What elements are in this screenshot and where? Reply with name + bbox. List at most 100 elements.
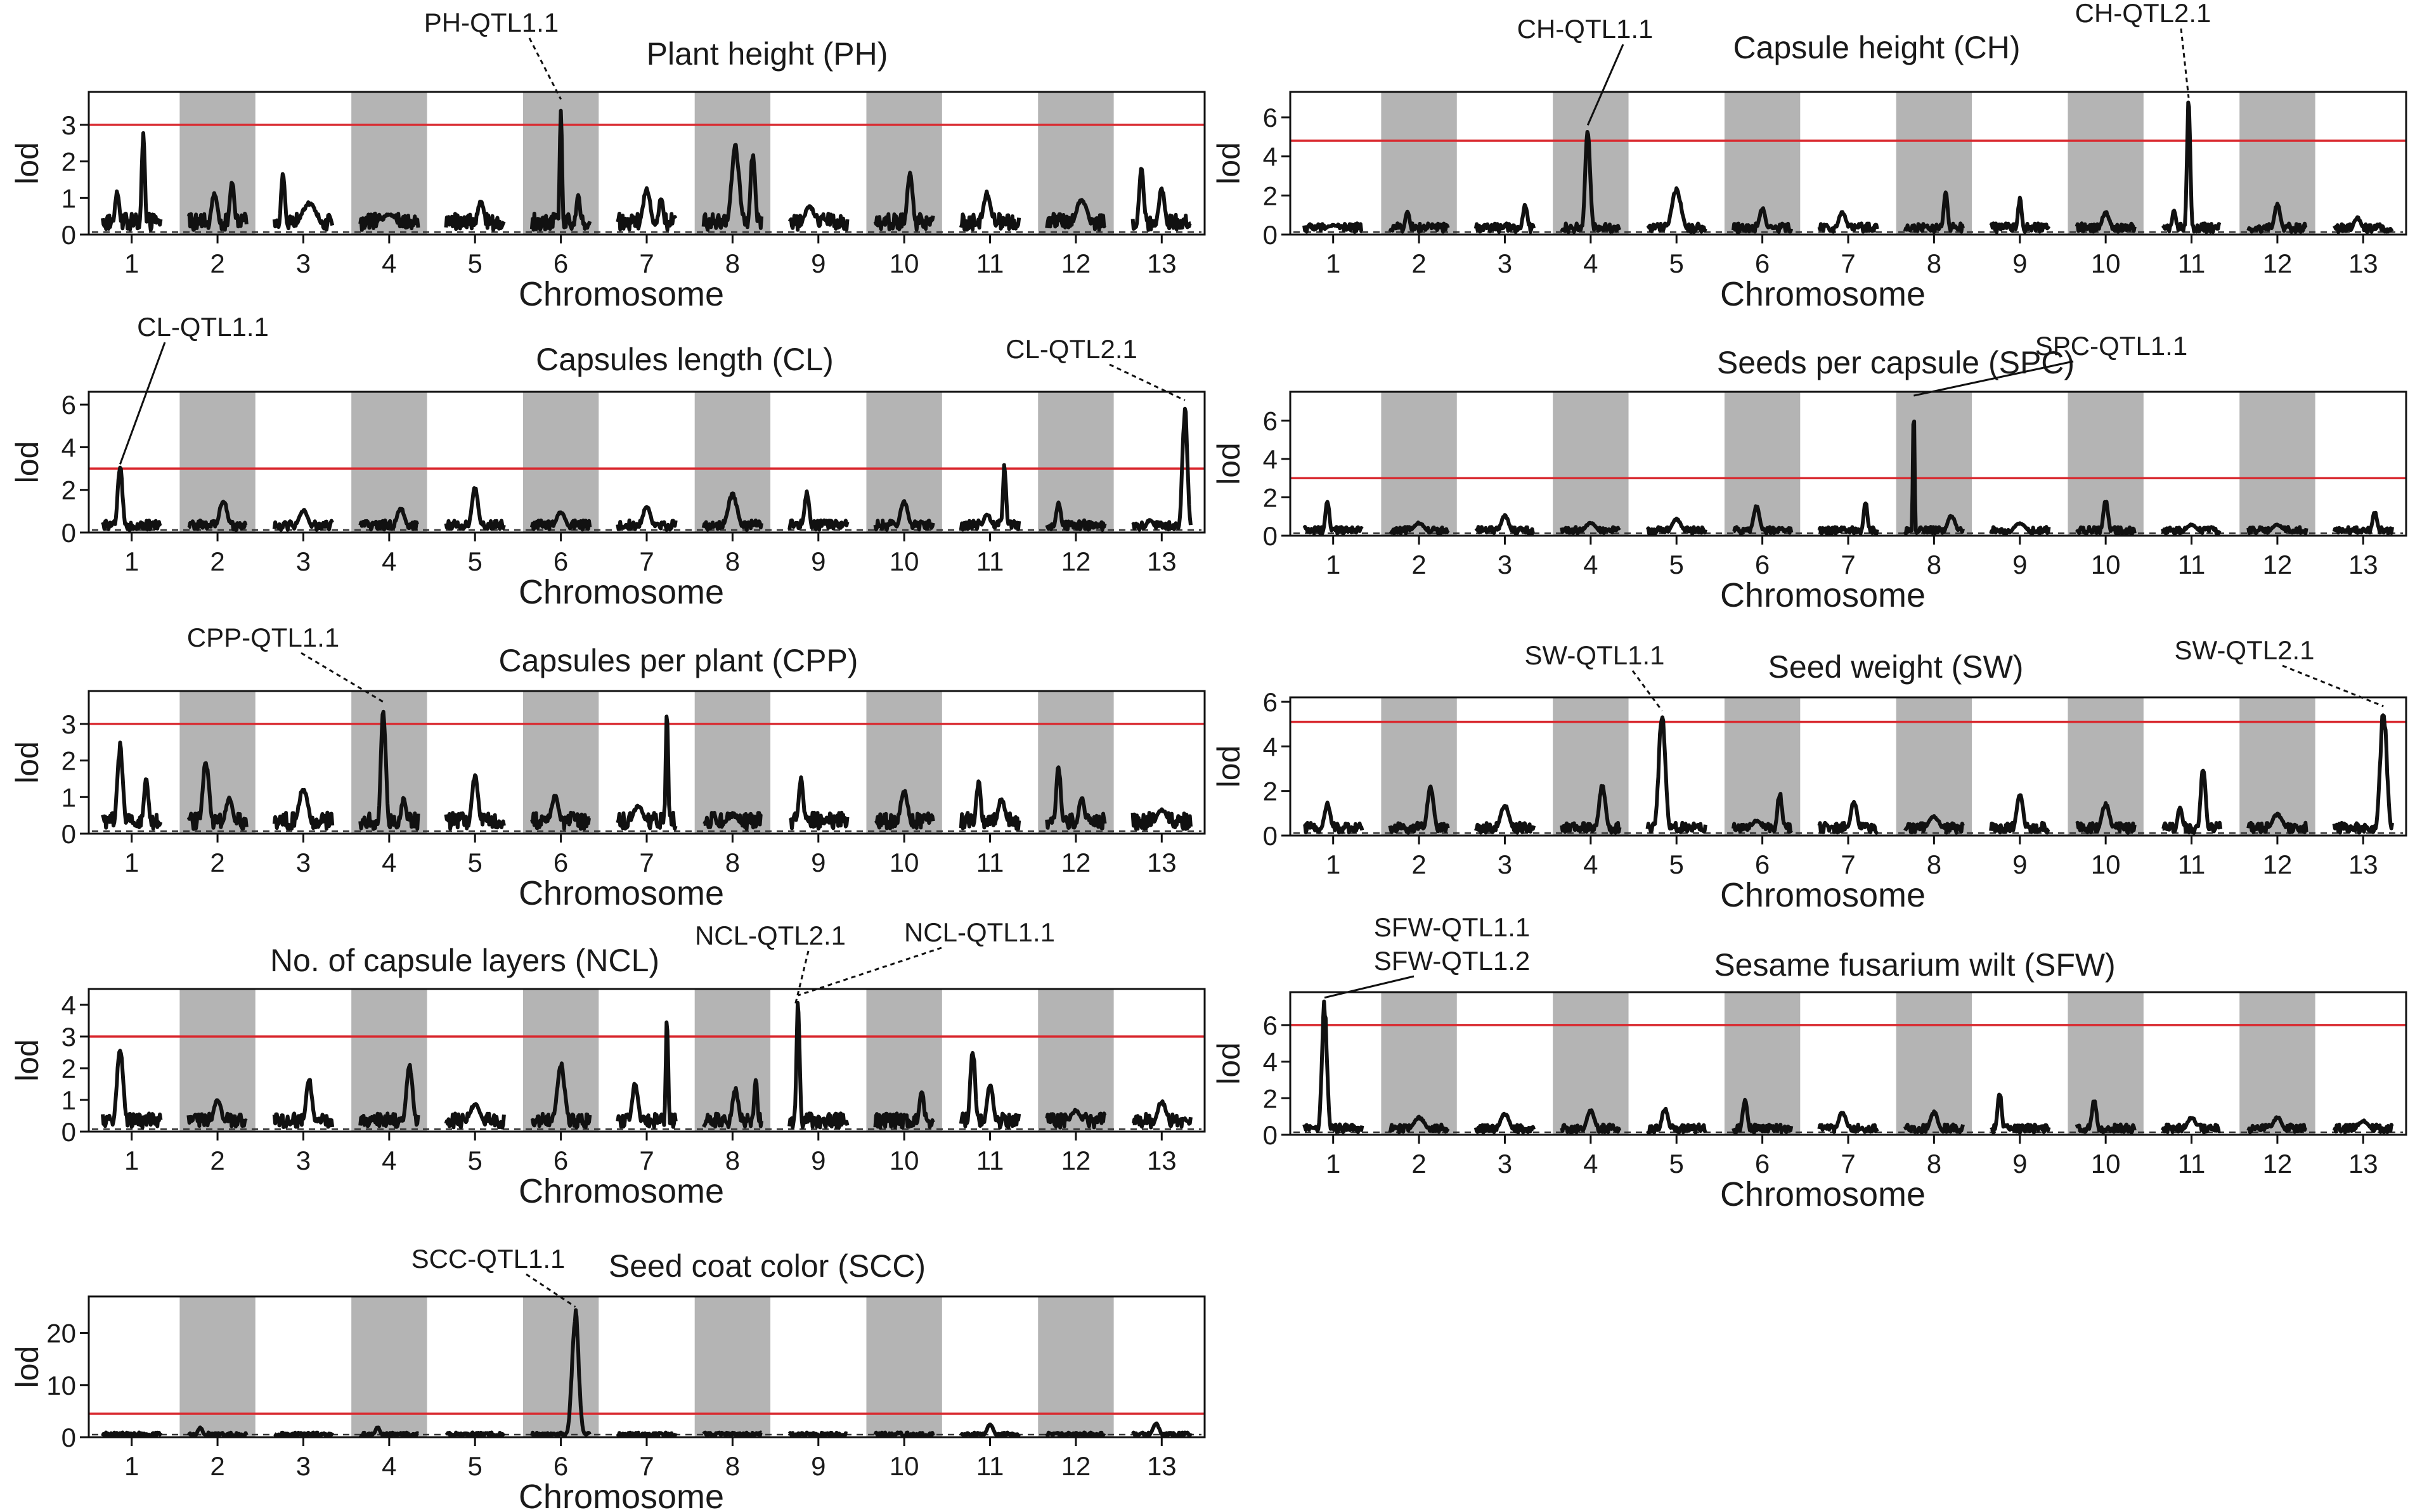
chromosome-band-2: [1381, 392, 1457, 536]
lod-curve-chr-9: [787, 1000, 850, 1130]
qtl-annotation-label: SPC-QTL1.1: [2035, 331, 2187, 361]
x-tick-label: 13: [1147, 1146, 1177, 1175]
lod-curve-chr-1: [101, 131, 163, 232]
chromosome-band-2: [179, 392, 256, 533]
lod-curve-chr-4: [1560, 784, 1622, 835]
qtl-annotation-label: CL-QTL1.1: [137, 312, 269, 342]
lod-curve-chr-8: [701, 491, 764, 532]
qtl-annotation-leader: [2180, 28, 2190, 98]
lod-curve-chr-9: [787, 204, 850, 232]
lod-curve-chr-7: [616, 714, 678, 831]
lod-curve-chr-3: [1474, 513, 1535, 536]
x-tick-label: 6: [1755, 550, 1770, 579]
lod-curve-chr-7: [616, 186, 678, 232]
y-tick-label: 1: [62, 1085, 76, 1115]
x-tick-label: 6: [1755, 249, 1770, 278]
x-tick-label: 1: [124, 546, 139, 576]
lod-curve-chr-13: [1130, 807, 1193, 831]
y-tick-label: 2: [1263, 482, 1278, 512]
lod-curve-chr-13: [2332, 1118, 2394, 1135]
chromosome-band-10: [866, 989, 942, 1132]
chromosome-band-12: [1038, 1296, 1114, 1437]
y-tick-label: 2: [1263, 777, 1278, 806]
x-tick-label: 9: [2012, 850, 2027, 879]
x-tick-label: 10: [890, 546, 919, 576]
x-tick-label: 13: [2348, 550, 2378, 579]
panel-title: Capsules length (CL): [536, 342, 834, 377]
x-tick-label: 8: [1927, 1149, 1941, 1179]
lod-curve-chr-6: [530, 794, 591, 831]
lod-curve-chr-3: [272, 787, 335, 831]
x-tick-label: 3: [296, 249, 311, 278]
lod-curve-chr-10: [2075, 1099, 2137, 1135]
x-tick-label: 11: [2178, 1149, 2206, 1179]
x-tick-label: 10: [890, 1451, 919, 1481]
x-tick-label: 7: [639, 848, 654, 877]
x-tick-label: 6: [554, 249, 568, 278]
qtl-annotation-leader: [119, 342, 166, 465]
x-tick-label: 6: [554, 546, 568, 576]
qtl-annotation-leader: [798, 947, 942, 997]
lod-curve-chr-9: [1989, 195, 2051, 234]
lod-curve-chr-11: [959, 779, 1021, 831]
y-tick-label: 3: [62, 1022, 76, 1052]
lod-curve-chr-10: [2075, 801, 2137, 835]
chromosome-band-10: [866, 691, 942, 834]
lod-curve-chr-13: [1130, 167, 1192, 232]
chromosome-band-10: [866, 392, 942, 533]
qtl-annotation-label: NCL-QTL1.1: [904, 917, 1055, 947]
x-tick-label: 1: [124, 1451, 139, 1481]
x-tick-label: 2: [210, 1146, 224, 1175]
y-tick-label: 4: [1263, 444, 1278, 474]
lod-curve-chr-4: [358, 507, 420, 532]
lod-curve-chr-2: [186, 1425, 249, 1438]
qtl-annotation-label: PH-QTL1.1: [424, 8, 559, 37]
chromosome-band-4: [351, 1296, 427, 1437]
lod-curve-chr-12: [2246, 1115, 2308, 1134]
x-axis-label: Chromosome: [519, 874, 724, 912]
lod-curve-chr-3: [1473, 804, 1536, 835]
x-tick-label: 13: [2348, 850, 2378, 879]
x-tick-label: 1: [124, 848, 139, 877]
lod-curve-chr-5: [444, 773, 506, 831]
x-tick-label: 1: [1326, 850, 1340, 879]
lod-curve-chr-2: [1388, 784, 1450, 835]
lod-curve-chr-4: [358, 1063, 420, 1129]
y-tick-label: 2: [62, 1054, 76, 1083]
x-tick-label: 1: [1326, 1149, 1340, 1179]
x-tick-label: 12: [1061, 1146, 1091, 1175]
qtl-annotation-label: SW-QTL2.1: [2175, 635, 2315, 665]
x-tick-label: 8: [725, 249, 740, 278]
x-tick-label: 11: [976, 249, 1004, 278]
qtl-annotation-leader: [1913, 360, 2074, 397]
x-tick-label: 10: [2091, 550, 2121, 579]
x-tick-label: 12: [1061, 249, 1091, 278]
lod-curve-chr-11: [959, 1422, 1021, 1438]
lod-curve-chr-2: [186, 1098, 248, 1128]
lod-curve-chr-1: [101, 740, 163, 830]
lod-curve-chr-13: [2332, 510, 2394, 536]
lod-curve-chr-10: [873, 171, 935, 232]
x-axis-label: Chromosome: [519, 275, 724, 313]
chromosome-band-2: [179, 989, 256, 1132]
x-tick-label: 4: [382, 848, 396, 877]
x-axis-label: Chromosome: [1720, 576, 1926, 614]
qtl-annotation-leader: [1631, 670, 1663, 711]
chromosome-band-8: [1896, 92, 1972, 235]
x-tick-label: 8: [1927, 550, 1941, 579]
x-tick-label: 9: [811, 1451, 826, 1481]
chromosome-band-4: [351, 92, 427, 235]
y-axis-label: lod: [1211, 1042, 1246, 1085]
x-tick-label: 12: [2263, 249, 2293, 278]
qtl-annotation-leader: [528, 37, 562, 100]
y-axis-label: lod: [10, 441, 45, 484]
chromosome-band-2: [179, 691, 256, 834]
lod-curve-chr-1: [1302, 999, 1364, 1134]
x-tick-label: 3: [1498, 550, 1512, 579]
panel-title: Capsules per plant (CPP): [499, 643, 858, 678]
lod-curve-chr-6: [529, 108, 592, 232]
